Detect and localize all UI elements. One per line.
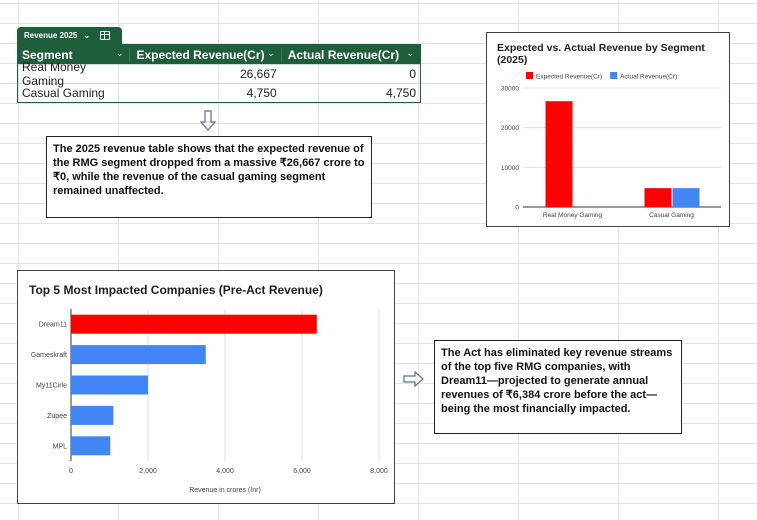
text-box-companies-note[interactable]: The Act has eliminated key revenue strea…: [434, 340, 682, 434]
bar: [71, 314, 317, 334]
chevron-down-icon[interactable]: ⌄: [267, 47, 275, 58]
bar: [545, 101, 573, 207]
y-tick-label: 0: [515, 205, 519, 212]
table-cell[interactable]: Casual Gaming: [22, 86, 105, 100]
column-header-segment[interactable]: Segment ⌄: [22, 47, 124, 62]
y-tick-label: 10000: [501, 165, 519, 172]
x-axis-title: Revenue in crores (Inr): [189, 487, 261, 494]
y-tick-label: Dream11: [39, 322, 67, 329]
revenue-table: Segment ⌄ Expected Revenue(Cr) ⌄ Actual …: [17, 44, 421, 103]
table-header-row: Segment ⌄ Expected Revenue(Cr) ⌄ Actual …: [18, 45, 420, 64]
column-header-actual[interactable]: Actual Revenue(Cr) ⌄: [280, 47, 420, 62]
x-tick-label: 0: [69, 468, 73, 475]
text-box-segment-note[interactable]: The 2025 revenue table shows that the ex…: [46, 136, 372, 218]
segment-chart-plot: Expected Revenue(Cr) Actual Revenue(Cr) 0 1…: [501, 72, 721, 219]
x-tick-label: 6,000: [293, 468, 311, 475]
companies-revenue-chart[interactable]: Top 5 Most Impacted Companies (Pre-Act R…: [17, 270, 395, 504]
y-tick-label: My11Cirle: [36, 383, 67, 390]
table-cell[interactable]: Real Money Gaming: [22, 60, 87, 88]
chevron-down-icon[interactable]: ⌄: [83, 31, 91, 40]
bar: [644, 188, 672, 207]
right-arrow-icon: [403, 371, 424, 387]
table-cell[interactable]: 4,750: [385, 86, 416, 100]
x-tick-label: 4,000: [216, 468, 234, 475]
table-cell[interactable]: 0: [409, 67, 416, 81]
chart-title: Top 5 Most Impacted Companies (Pre-Act R…: [29, 283, 323, 297]
legend-swatch: [610, 72, 618, 79]
bar: [71, 345, 206, 365]
y-tick-label: Zupee: [47, 413, 67, 420]
y-tick-label: MPL: [53, 443, 68, 450]
companies-chart-plot: 0 2,000 4,000 6,000 8,000 Dream11 Gameskraft My…: [31, 309, 388, 494]
x-tick-label: 2,000: [139, 468, 157, 475]
y-tick-label: Gameskraft: [31, 352, 67, 359]
bar: [71, 436, 111, 456]
table-icon[interactable]: [100, 31, 111, 40]
y-tick-label: 30000: [501, 86, 519, 93]
legend-swatch: [526, 72, 533, 79]
down-arrow-icon: [200, 110, 216, 131]
bar: [71, 375, 148, 395]
chevron-down-icon[interactable]: ⌄: [115, 47, 124, 58]
chevron-down-icon[interactable]: ⌄: [406, 47, 415, 58]
table-name-label: Revenue 2025: [24, 31, 78, 40]
table-cell[interactable]: 4,750: [246, 86, 277, 100]
x-tick-label: Casual Gaming: [649, 212, 694, 219]
legend-label: Expected Revenue(Cr): [536, 74, 602, 81]
table-name-tab[interactable]: Revenue 2025 ⌄: [17, 27, 122, 44]
bar: [672, 188, 700, 207]
chart-title: Expected vs. Actual Revenue by Segment (…: [497, 42, 705, 66]
legend-label: Actual Revenue(Cr): [620, 74, 677, 81]
table-row: Casual Gaming 4,750 4,750: [18, 83, 420, 102]
x-tick-label: 8,000: [370, 468, 388, 475]
table-row: Real Money Gaming 26,667 0: [18, 60, 420, 88]
y-tick-label: 20000: [501, 125, 519, 132]
table-cell[interactable]: 26,667: [239, 67, 277, 81]
x-tick-label: Real Money Gaming: [543, 212, 603, 219]
column-header-expected[interactable]: Expected Revenue(Cr) ⌄: [129, 47, 280, 62]
bar: [71, 405, 114, 425]
segment-revenue-chart[interactable]: Expected vs. Actual Revenue by Segment (…: [486, 32, 730, 227]
